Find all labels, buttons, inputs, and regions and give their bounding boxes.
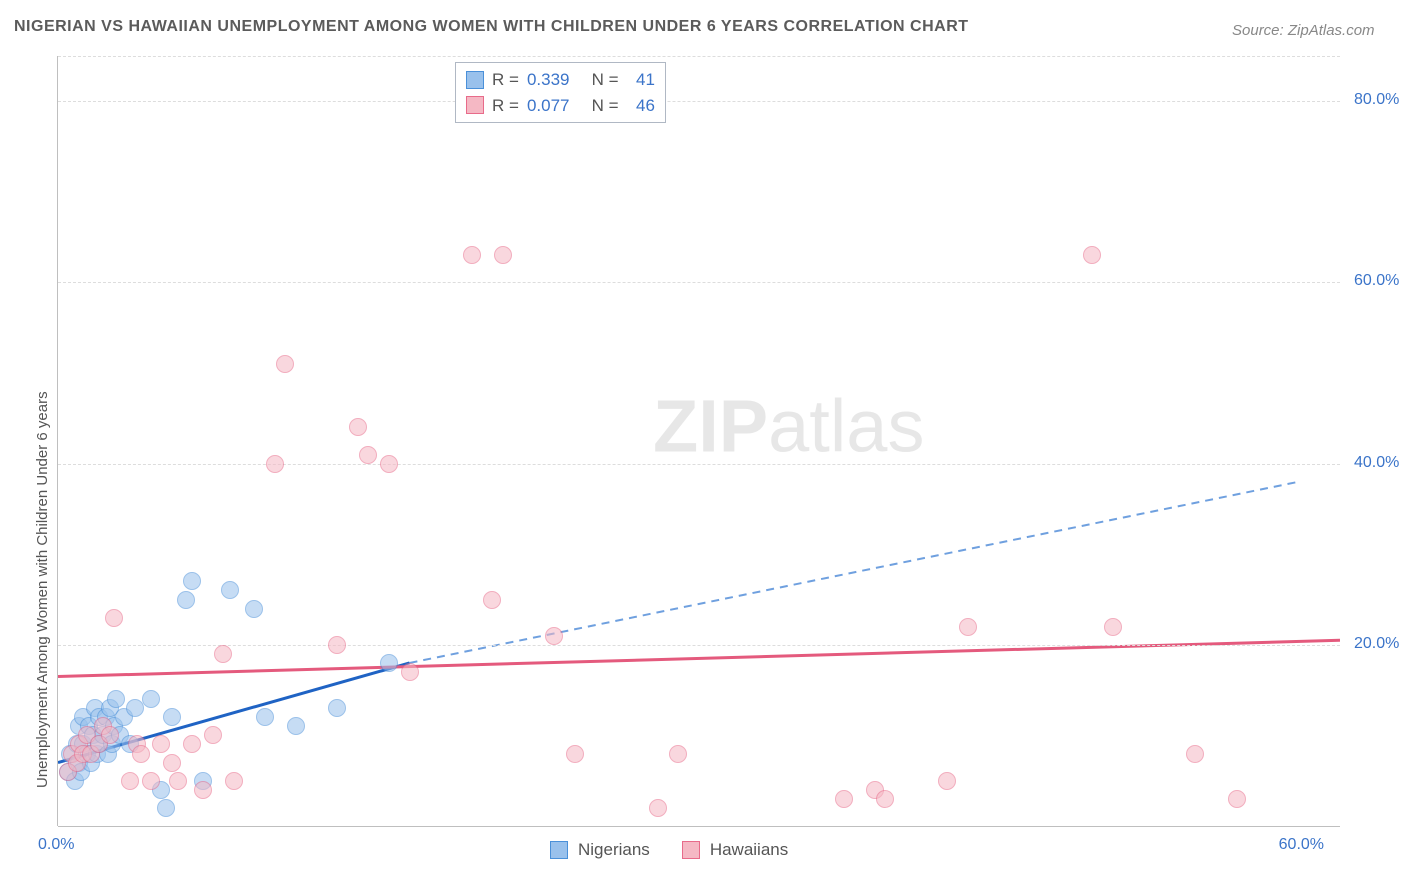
y-axis-label-text: Unemployment Among Women with Children U… [34,391,51,788]
r-label: R = [492,67,519,93]
scatter-point-nigerians [107,690,125,708]
scatter-point-hawaiians [566,745,584,763]
scatter-point-hawaiians [101,726,119,744]
scatter-point-nigerians [142,690,160,708]
n-value: 46 [627,93,655,119]
chart-container: NIGERIAN VS HAWAIIAN UNEMPLOYMENT AMONG … [0,0,1406,892]
n-value: 41 [627,67,655,93]
scatter-point-hawaiians [483,591,501,609]
stats-legend: R = 0.339 N = 41R = 0.077 N = 46 [455,62,666,123]
legend-label-hawaiians: Hawaiians [710,840,788,860]
x-tick-label: 0.0% [38,836,74,854]
n-label: N = [577,93,618,119]
trend-line [410,482,1299,663]
scatter-point-hawaiians [349,418,367,436]
scatter-point-hawaiians [649,799,667,817]
scatter-point-nigerians [287,717,305,735]
y-axis-line [57,56,58,826]
legend-swatch-nigerians [466,71,484,89]
plot-area: ZIPatlas 20.0%40.0%60.0%80.0%0.0%60.0% [58,56,1340,826]
r-value: 0.077 [527,93,570,119]
gridline [58,645,1340,646]
scatter-point-hawaiians [183,735,201,753]
scatter-point-hawaiians [214,645,232,663]
y-tick-label: 80.0% [1354,91,1399,109]
scatter-point-hawaiians [132,745,150,763]
y-tick-label: 40.0% [1354,454,1399,472]
r-label: R = [492,93,519,119]
watermark-part2: atlas [768,384,924,467]
scatter-point-hawaiians [959,618,977,636]
y-tick-label: 20.0% [1354,635,1399,653]
gridline [58,282,1340,283]
scatter-point-hawaiians [380,455,398,473]
scatter-point-hawaiians [194,781,212,799]
scatter-point-hawaiians [1228,790,1246,808]
scatter-point-nigerians [163,708,181,726]
y-tick-label: 60.0% [1354,272,1399,290]
gridline [58,56,1340,57]
r-value: 0.339 [527,67,570,93]
scatter-point-nigerians [126,699,144,717]
chart-title: NIGERIAN VS HAWAIIAN UNEMPLOYMENT AMONG … [14,18,969,36]
scatter-point-nigerians [256,708,274,726]
scatter-point-hawaiians [225,772,243,790]
scatter-point-hawaiians [494,246,512,264]
scatter-point-hawaiians [669,745,687,763]
scatter-point-hawaiians [142,772,160,790]
scatter-point-hawaiians [152,735,170,753]
legend-swatch-hawaiians [466,96,484,114]
scatter-point-hawaiians [876,790,894,808]
scatter-point-hawaiians [545,627,563,645]
scatter-point-hawaiians [359,446,377,464]
stats-legend-row-hawaiians: R = 0.077 N = 46 [466,93,655,119]
scatter-point-nigerians [177,591,195,609]
scatter-point-hawaiians [938,772,956,790]
source-attribution: Source: ZipAtlas.com [1232,22,1375,39]
trend-lines-layer [58,56,1340,826]
scatter-point-hawaiians [463,246,481,264]
legend-label-nigerians: Nigerians [578,840,650,860]
scatter-point-hawaiians [835,790,853,808]
gridline [58,464,1340,465]
scatter-point-nigerians [221,581,239,599]
legend-swatch-nigerians [550,841,568,859]
scatter-point-hawaiians [276,355,294,373]
scatter-point-nigerians [380,654,398,672]
scatter-point-hawaiians [105,609,123,627]
scatter-point-hawaiians [204,726,222,744]
legend-swatch-hawaiians [682,841,700,859]
scatter-point-nigerians [328,699,346,717]
y-axis-label: Unemployment Among Women with Children U… [34,391,51,788]
gridline [58,101,1340,102]
scatter-point-hawaiians [1186,745,1204,763]
scatter-point-hawaiians [121,772,139,790]
scatter-point-hawaiians [401,663,419,681]
scatter-point-hawaiians [328,636,346,654]
series-legend: Nigerians Hawaiians [550,840,810,860]
stats-legend-row-nigerians: R = 0.339 N = 41 [466,67,655,93]
scatter-point-nigerians [157,799,175,817]
scatter-point-hawaiians [169,772,187,790]
scatter-point-nigerians [245,600,263,618]
scatter-point-hawaiians [266,455,284,473]
watermark: ZIPatlas [653,383,924,468]
scatter-point-hawaiians [1104,618,1122,636]
scatter-point-hawaiians [1083,246,1101,264]
x-axis-line [58,826,1340,827]
watermark-part1: ZIP [653,384,768,467]
x-tick-label: 60.0% [1279,836,1324,854]
scatter-point-hawaiians [163,754,181,772]
n-label: N = [577,67,618,93]
scatter-point-nigerians [183,572,201,590]
